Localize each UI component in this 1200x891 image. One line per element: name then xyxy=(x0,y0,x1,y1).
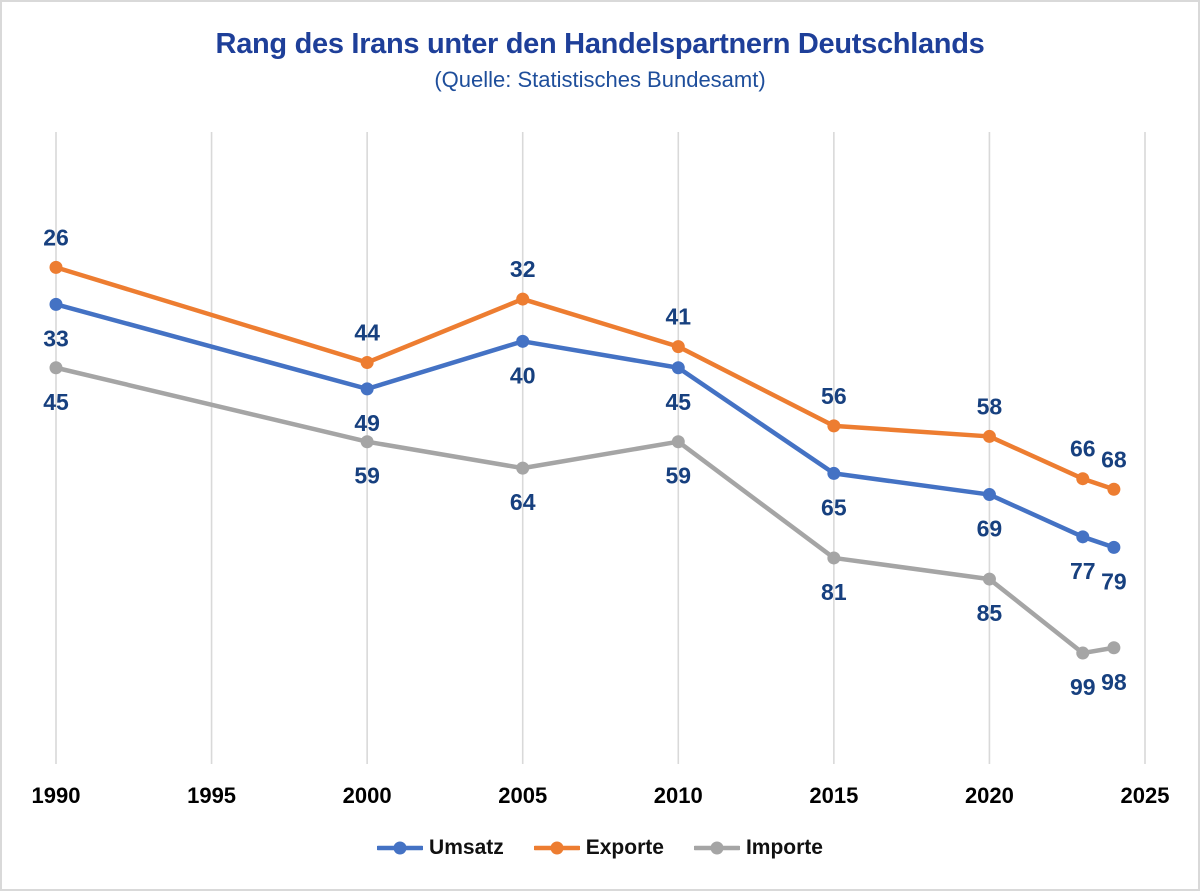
data-point-umsatz xyxy=(1076,530,1090,544)
legend-label: Umsatz xyxy=(429,836,504,859)
data-point-exporte xyxy=(49,260,63,274)
data-label-umsatz: 49 xyxy=(354,410,380,436)
data-label-umsatz: 69 xyxy=(977,516,1003,542)
data-point-umsatz xyxy=(1107,540,1121,554)
data-point-importe xyxy=(982,572,996,586)
data-point-exporte xyxy=(671,340,685,354)
chart-title: Rang des Irans unter den Handelspartnern… xyxy=(215,28,985,60)
data-label-exporte: 41 xyxy=(665,304,691,330)
legend-label: Exporte xyxy=(585,836,664,859)
data-point-exporte xyxy=(516,292,530,306)
legend-marker-exporte-icon xyxy=(533,841,580,855)
chart-subtitle: (Quelle: Statistisches Bundesamt) xyxy=(434,67,766,92)
data-label-importe: 81 xyxy=(821,579,847,605)
data-label-exporte: 32 xyxy=(510,256,536,282)
data-label-umsatz: 77 xyxy=(1070,558,1096,584)
data-label-exporte: 44 xyxy=(354,319,380,345)
data-point-umsatz xyxy=(49,297,63,311)
data-label-importe: 45 xyxy=(43,389,69,415)
data-label-exporte: 56 xyxy=(821,383,847,409)
data-point-umsatz xyxy=(827,466,841,480)
legend-marker-importe-icon xyxy=(693,841,740,855)
data-label-umsatz: 33 xyxy=(43,325,69,351)
data-point-exporte xyxy=(1076,472,1090,486)
data-point-importe xyxy=(1107,641,1121,655)
data-label-umsatz: 45 xyxy=(665,389,691,415)
data-label-importe: 59 xyxy=(665,463,691,489)
legend-marker-umsatz-icon xyxy=(377,841,424,855)
legend-item-importe: Importe xyxy=(693,836,823,860)
data-label-exporte: 58 xyxy=(977,393,1003,419)
x-tick-label: 1990 xyxy=(32,783,81,808)
x-tick-label: 2020 xyxy=(965,783,1014,808)
data-label-umsatz: 40 xyxy=(510,362,536,388)
series-line-umsatz xyxy=(53,302,1117,550)
data-label-importe: 98 xyxy=(1101,669,1127,695)
data-point-importe xyxy=(1076,646,1090,660)
data-label-importe: 99 xyxy=(1070,674,1096,700)
data-label-importe: 85 xyxy=(977,600,1003,626)
series-line-exporte xyxy=(53,265,1117,492)
series-line-importe xyxy=(53,365,1117,656)
data-label-importe: 64 xyxy=(510,489,536,515)
data-point-exporte xyxy=(827,419,841,433)
data-label-umsatz: 65 xyxy=(821,494,847,520)
x-tick-label: 2000 xyxy=(343,783,392,808)
x-tick-label: 2010 xyxy=(654,783,703,808)
x-tick-label: 2005 xyxy=(498,783,547,808)
data-point-importe xyxy=(827,551,841,565)
x-tick-label: 1995 xyxy=(187,783,236,808)
data-point-importe xyxy=(516,461,530,475)
legend-item-exporte: Exporte xyxy=(533,836,664,860)
legend-label: Importe xyxy=(745,836,823,859)
data-label-umsatz: 79 xyxy=(1101,568,1127,594)
data-point-umsatz xyxy=(671,361,685,375)
data-label-exporte: 66 xyxy=(1070,436,1096,462)
data-label-exporte: 26 xyxy=(43,224,69,250)
data-point-exporte xyxy=(360,355,374,369)
data-point-importe xyxy=(671,435,685,449)
data-point-umsatz xyxy=(516,334,530,348)
data-label-importe: 59 xyxy=(354,463,380,489)
data-label-exporte: 68 xyxy=(1101,446,1127,472)
data-point-exporte xyxy=(1107,482,1121,496)
x-tick-label: 2025 xyxy=(1121,783,1170,808)
legend-item-umsatz: Umsatz xyxy=(377,836,504,860)
data-point-exporte xyxy=(982,429,996,443)
data-point-importe xyxy=(360,435,374,449)
data-point-umsatz xyxy=(360,382,374,396)
x-tick-label: 2015 xyxy=(809,783,858,808)
data-point-umsatz xyxy=(982,488,996,502)
data-point-importe xyxy=(49,361,63,375)
legend: Umsatz Exporte Importe xyxy=(2,836,1198,860)
